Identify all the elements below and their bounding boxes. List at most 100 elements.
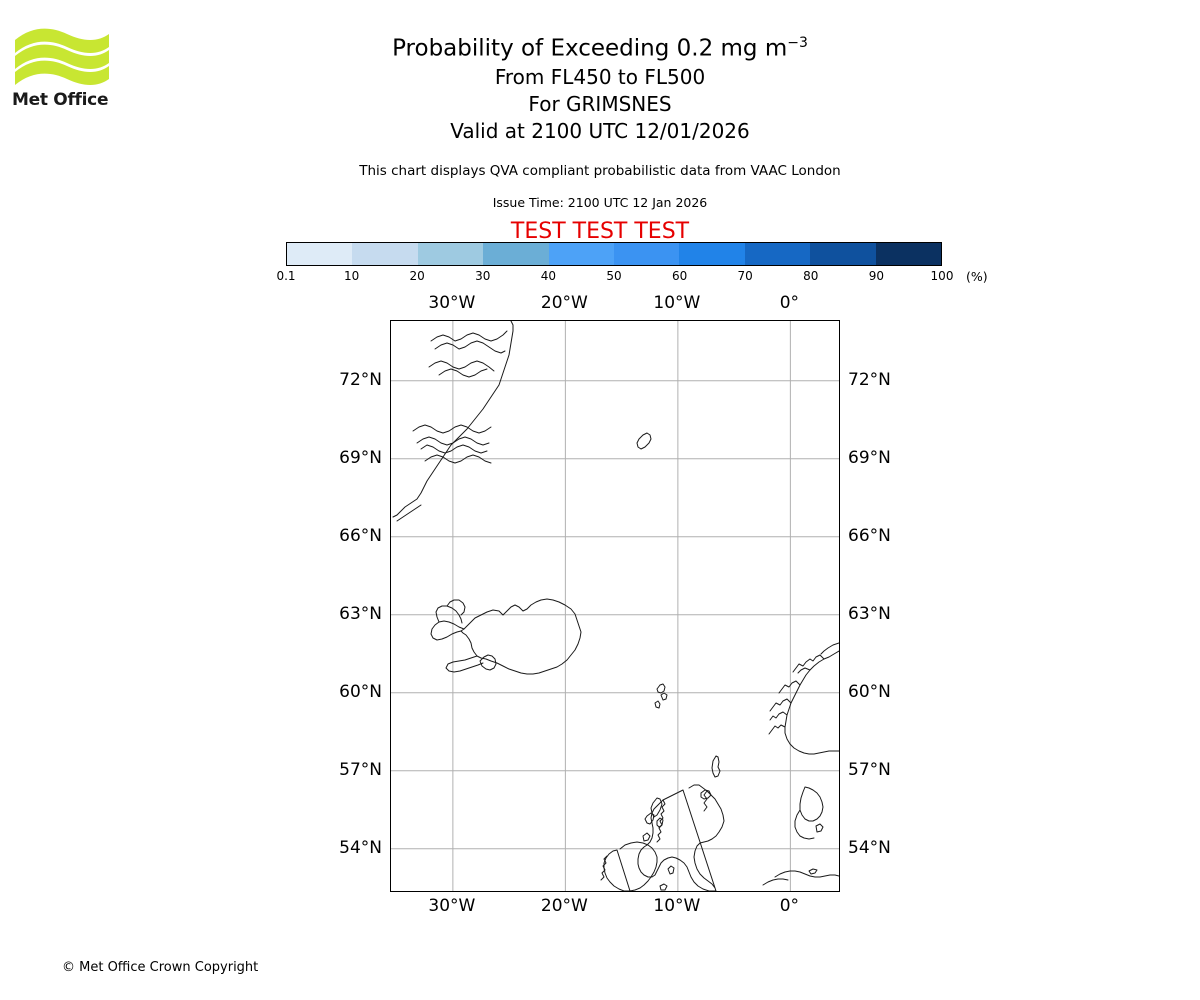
- lon-label-bottom-2: 10°W: [653, 896, 701, 916]
- coastline-outer-hebrides: [650, 797, 663, 818]
- lon-label-top-2: 10°W: [653, 293, 701, 313]
- lat-label-right-3: 63°N: [848, 603, 891, 624]
- colorbar-tick-100: 100: [930, 269, 954, 283]
- coastline-greenland-fjord-2: [434, 340, 506, 354]
- lat-label-right-5: 57°N: [848, 759, 891, 780]
- coastline-north-sea-islands: [808, 868, 818, 875]
- colorbar-band-8: [810, 243, 876, 265]
- coastline-iceland-reykjanes: [445, 655, 484, 673]
- colorbar-band-3: [483, 243, 549, 265]
- coastline-greenland-inlet-3: [416, 436, 490, 446]
- coastlines: [392, 321, 839, 891]
- lat-label-left-3: 63°N: [339, 603, 382, 624]
- page-title-superscript: −3: [787, 35, 808, 51]
- coastline-iceland: [460, 598, 582, 675]
- colorbar-tick-0.1: 0.1: [276, 269, 296, 283]
- coastline-greenland-fjord-1: [430, 330, 508, 342]
- issue-time: Issue Time: 2100 UTC 12 Jan 2026: [492, 194, 708, 210]
- colorbar-gradient: [286, 242, 942, 266]
- coastline-mull: [642, 832, 651, 842]
- copyright-notice: © Met Office Crown Copyright: [62, 960, 259, 975]
- chart-header: Probability of Exceeding 0.2 mg m−3 From…: [0, 0, 1200, 245]
- logo-waves: [15, 28, 109, 85]
- lon-label-bottom-1: 20°W: [540, 896, 588, 916]
- coastline-shetland: [711, 755, 721, 778]
- colorbar-band-4: [548, 243, 615, 265]
- lat-label-left-2: 66°N: [339, 525, 382, 546]
- coastline-ireland: [603, 841, 658, 891]
- coastline-scotland-west-lochs: [656, 799, 666, 843]
- colorbar-band-0: [287, 243, 353, 265]
- met-office-logo-text: Met Office: [12, 90, 109, 110]
- coastline-iceland-nw-fjord: [446, 599, 466, 616]
- colorbar-band-1: [352, 243, 418, 265]
- coastline-denmark-islands: [815, 823, 824, 833]
- coastline-continental-europe-2: [762, 878, 789, 886]
- colorbar-band-9: [875, 243, 942, 265]
- coastline-denmark: [799, 786, 824, 822]
- lon-label-bottom-3: 0°: [779, 896, 800, 916]
- coastline-iceland-inner-1: [479, 654, 497, 671]
- colorbar-tick-60: 60: [671, 269, 688, 283]
- lat-label-left-6: 54°N: [339, 837, 382, 858]
- lat-label-left-1: 69°N: [339, 447, 382, 468]
- coastline-norway-fjords-5: [768, 724, 786, 735]
- colorbar-tick-80: 80: [803, 269, 819, 283]
- coastline-greenland-fjord-3: [428, 360, 495, 372]
- flight-level-subtitle: From FL450 to FL500: [494, 64, 706, 89]
- page-title: Probability of Exceeding 0.2 mg m−3: [0, 28, 1200, 64]
- lon-label-bottom-0: 30°W: [428, 896, 476, 916]
- colorbar-tick-30: 30: [475, 269, 491, 283]
- coastline-great-britain: [637, 784, 725, 891]
- coastline-norway-fjords-1: [792, 654, 825, 673]
- colorbar-band-6: [679, 243, 745, 265]
- coastline-scotland-firths: [703, 790, 708, 812]
- coastline-ireland-west: [600, 855, 608, 881]
- coastline-anglesey: [659, 883, 668, 891]
- lat-label-left-4: 60°N: [339, 681, 382, 702]
- coastline-greenland-inlet-1: [438, 368, 488, 378]
- probability-colorbar: 0.1 10 20 30 40 50 60 70 80 90 100: [276, 242, 953, 287]
- page-title-text: Probability of Exceeding 0.2 mg m: [392, 35, 788, 62]
- colorbar-tick-90: 90: [868, 269, 885, 283]
- coastline-jan-mayen: [636, 432, 652, 450]
- colorbar-tick-70: 70: [737, 269, 753, 283]
- volcano-name-subtitle: For GRIMSNES: [528, 91, 672, 116]
- lat-label-left-5: 57°N: [339, 759, 382, 780]
- coastline-norway-north-tip: [820, 642, 839, 655]
- coastline-skye: [644, 812, 655, 825]
- lat-label-right-1: 69°N: [848, 447, 891, 468]
- lon-label-top-3: 0°: [779, 293, 800, 313]
- map-gridlines: [391, 321, 839, 891]
- colorbar-tick-20: 20: [409, 269, 425, 283]
- met-office-logo: [12, 22, 112, 112]
- coastline-norway-fjords-3: [769, 698, 792, 712]
- colorbar-unit-label: (%): [966, 269, 988, 284]
- coastline-isle-of-man: [667, 865, 675, 875]
- colorbar-band-5: [614, 243, 680, 265]
- coastline-greenland: [392, 321, 514, 518]
- coastline-denmark-jutland: [794, 809, 815, 840]
- colorbar-tick-40: 40: [540, 269, 557, 283]
- colorbar-tick-10: 10: [343, 269, 360, 283]
- coastline-iceland-westfjords: [430, 620, 465, 641]
- coastline-norway-fjords-4: [769, 711, 788, 721]
- colorbar-tick-50: 50: [606, 269, 622, 283]
- lon-label-top-1: 20°W: [540, 293, 588, 313]
- coastline-norway: [784, 650, 839, 755]
- coastline-continental-europe: [774, 870, 839, 878]
- lon-label-top-0: 30°W: [428, 293, 476, 313]
- map-plot-area[interactable]: [390, 320, 840, 892]
- map-canvas: [391, 321, 839, 891]
- lat-label-right-6: 54°N: [848, 837, 891, 858]
- test-banner: TEST TEST TEST: [510, 218, 690, 244]
- coastline-faroe-islands-2: [660, 692, 668, 701]
- lat-label-right-0: 72°N: [848, 369, 891, 390]
- coastline-greenland-inlet-2: [412, 424, 492, 434]
- colorbar-band-7: [744, 243, 811, 265]
- colorbar-tick-labels: 0.1 10 20 30 40 50 60 70 80 90 100: [276, 269, 953, 287]
- coastline-norway-west-islands: [797, 667, 811, 674]
- coastline-greenland-peninsula-b: [424, 454, 492, 464]
- coastline-faroe-islands-3: [654, 700, 661, 709]
- coastline-greenland-south: [396, 504, 422, 522]
